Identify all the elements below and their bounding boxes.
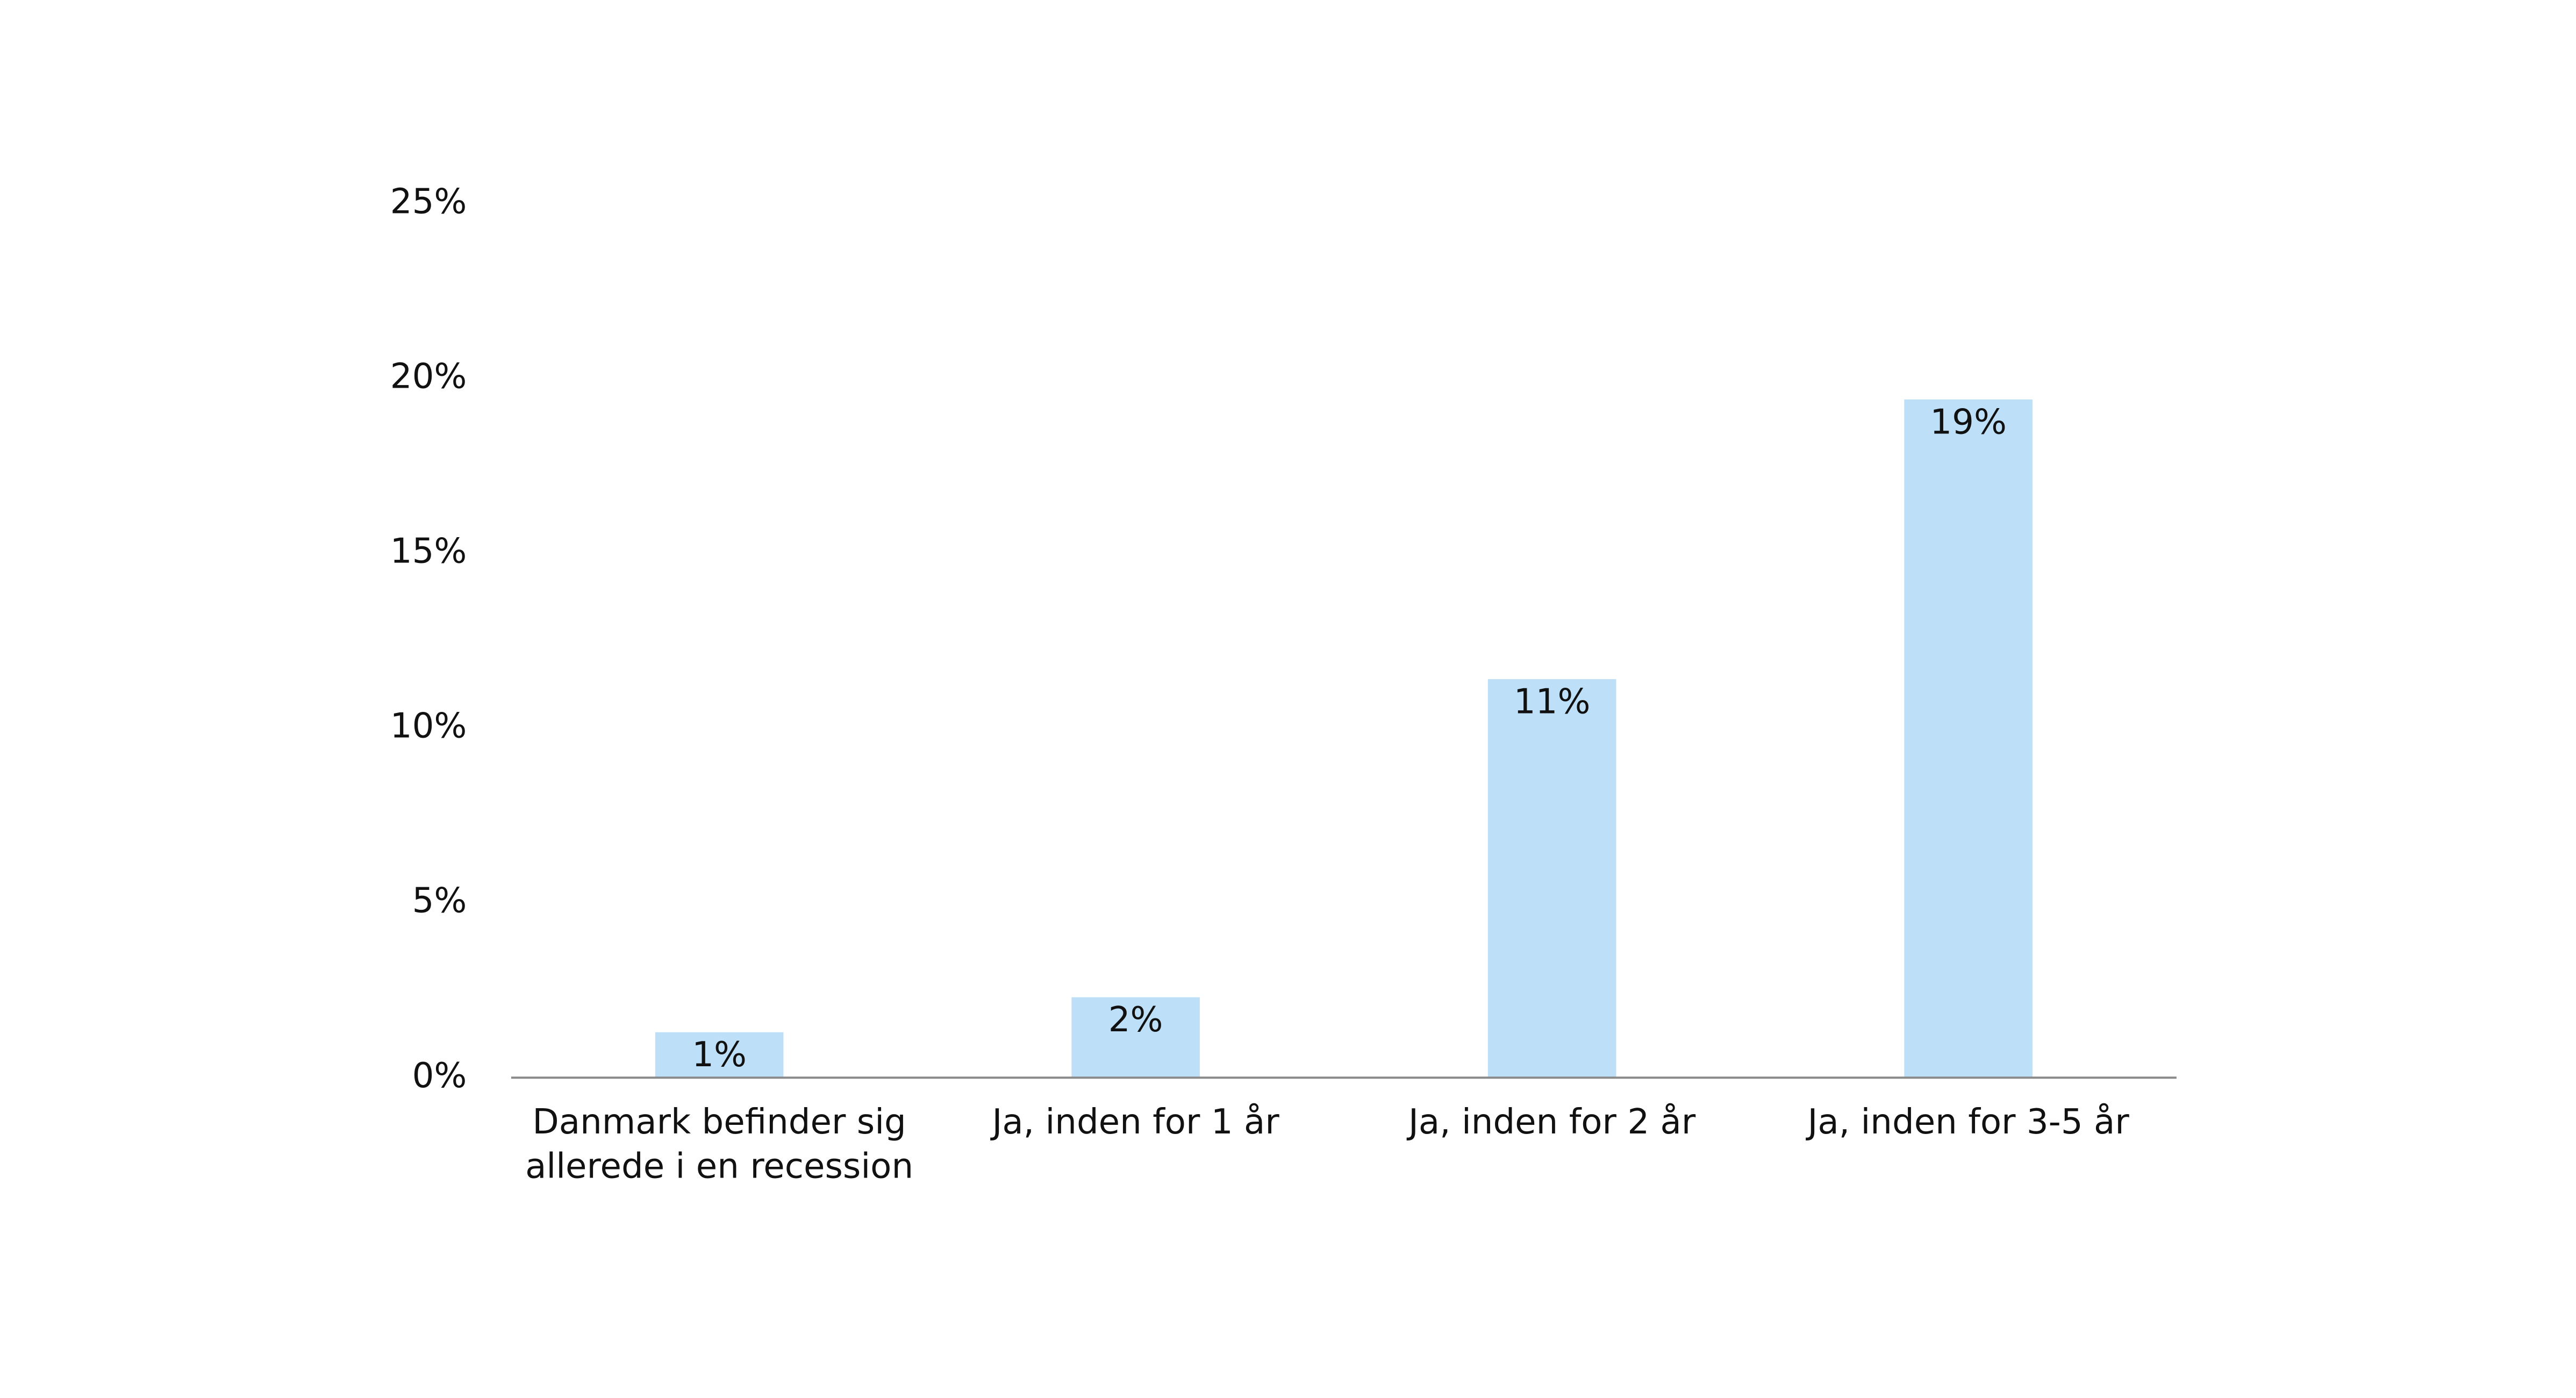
bar — [1071, 997, 1200, 1078]
bar — [1904, 399, 2033, 1078]
y-tick-label: 15% — [390, 531, 467, 572]
bar — [1487, 679, 1616, 1078]
x-tick-label: Danmark befinder sig allerede i en reces… — [525, 1102, 914, 1186]
x-tick-label: Ja, inden for 2 år — [1408, 1102, 1696, 1142]
value-label: 2% — [1108, 1000, 1163, 1040]
y-tick-label: 20% — [390, 356, 467, 397]
y-tick-label: 0% — [412, 1055, 467, 1096]
y-tick-label: 5% — [412, 881, 467, 921]
x-tick-label-box: Ja, inden for 2 år — [1408, 1102, 1696, 1142]
value-label: 11% — [1514, 681, 1591, 722]
x-tick-label: Ja, inden for 3-5 år — [1807, 1102, 2129, 1142]
value-label: 19% — [1930, 402, 2007, 442]
x-tick-label-box: Danmark befinder sig allerede i en reces… — [525, 1102, 914, 1186]
x-tick-label: Ja, inden for 1 år — [992, 1102, 1279, 1142]
bar — [655, 1032, 784, 1078]
x-tick-label-box: Ja, inden for 1 år — [992, 1102, 1279, 1142]
x-tick-label-box: Ja, inden for 3-5 år — [1807, 1102, 2129, 1142]
value-label: 1% — [692, 1035, 747, 1075]
y-tick-label: 25% — [390, 181, 467, 222]
y-tick-label: 10% — [390, 706, 467, 746]
